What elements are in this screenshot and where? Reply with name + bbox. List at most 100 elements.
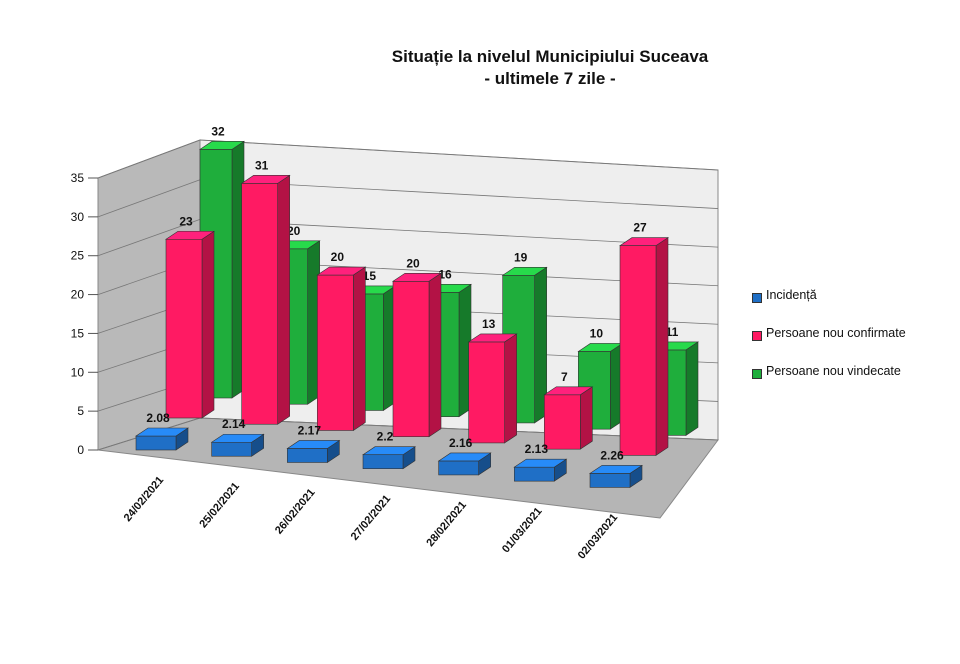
legend-swatch <box>752 293 762 303</box>
bar-confirmate-side <box>655 237 669 456</box>
data-label: 15 <box>363 269 377 283</box>
bar-confirmate-group: 23 <box>165 214 215 419</box>
data-label: 13 <box>482 317 496 331</box>
bar-incidenta-group: 2.08 <box>135 411 189 451</box>
data-label: 2.08 <box>146 411 170 425</box>
bar-incidenta-top <box>135 427 189 437</box>
y-tick-label: 10 <box>71 365 85 379</box>
data-label: 27 <box>633 221 647 235</box>
bar-incidenta-top <box>362 446 416 456</box>
data-label: 20 <box>331 250 345 264</box>
bar-incidenta-group: 2.16 <box>437 436 492 476</box>
bar-incidenta <box>438 460 479 476</box>
x-tick-label: 28/02/2021 <box>424 499 469 549</box>
legend-label: Persoane nou confirmate <box>766 326 906 340</box>
bar-confirmate-side <box>504 333 517 444</box>
x-tick-label: 01/03/2021 <box>500 505 545 555</box>
bar-confirmate-group: 20 <box>392 256 442 438</box>
x-tick-label: 26/02/2021 <box>273 487 318 537</box>
gridline-back <box>199 139 719 171</box>
bar-incidenta <box>362 454 404 469</box>
bar-confirmate-top <box>467 333 518 343</box>
y-tick-label: 25 <box>71 249 85 263</box>
bar-confirmate-top <box>316 266 367 276</box>
bar-confirmate-top <box>240 175 291 184</box>
bar-confirmate-top <box>543 386 594 396</box>
data-label: 20 <box>406 256 420 270</box>
bar-confirmate-group: 13 <box>467 317 518 444</box>
chart-subtitle: - ultimele 7 zile - <box>484 69 616 88</box>
bar-confirmate <box>241 183 278 425</box>
bar-incidenta-group: 2.26 <box>589 448 643 488</box>
bar-incidenta-group: 2.17 <box>286 423 341 464</box>
data-label: 11 <box>666 325 679 339</box>
bar-incidenta-top <box>589 465 643 474</box>
x-tick-label: 02/03/2021 <box>576 512 621 562</box>
bar-confirmate-side <box>201 230 215 419</box>
legend: Incidență Persoane nou confirmate Persoa… <box>752 288 952 402</box>
chart-title: Situație la nivelul Municipiului Suceava <box>391 47 709 66</box>
gridline-side <box>97 179 201 218</box>
y-tick-label: 35 <box>71 171 85 185</box>
bar-incidenta-top <box>210 433 265 443</box>
x-tick-label: 24/02/2021 <box>122 474 167 524</box>
y-tick-label: 15 <box>71 326 85 340</box>
bar-confirmate <box>544 394 581 450</box>
bar-confirmate-top <box>165 230 215 240</box>
data-label: 32 <box>211 124 225 138</box>
bar-incidenta-top <box>513 458 568 468</box>
y-tick-label: 0 <box>77 443 84 457</box>
data-label: 19 <box>514 250 528 264</box>
bar-incidenta-group: 2.13 <box>513 442 568 482</box>
bar-incidenta <box>514 466 555 482</box>
bar-confirmate <box>165 238 203 419</box>
data-label: 10 <box>590 326 604 340</box>
legend-label: Persoane nou vindecate <box>766 364 901 378</box>
bar-confirmate-top <box>392 272 442 282</box>
bar-confirmate-group: 7 <box>543 370 594 450</box>
y-tick-label: 5 <box>77 404 84 418</box>
x-tick-label: 27/02/2021 <box>349 493 394 543</box>
legend-swatch <box>752 369 762 379</box>
bar-confirmate-group: 20 <box>316 250 367 432</box>
data-label: 2.26 <box>600 448 624 462</box>
bar-confirmate-top <box>619 237 669 246</box>
bar-confirmate-side <box>353 266 366 432</box>
x-tick-label: 25/02/2021 <box>197 480 242 530</box>
bar-incidenta-group: 2.2 <box>362 430 416 470</box>
data-label: 2.14 <box>222 417 246 431</box>
y-tick-label: 20 <box>71 288 85 302</box>
data-label: 20 <box>287 224 301 238</box>
data-label: 2.2 <box>377 430 394 444</box>
bar-confirmate-group: 27 <box>619 221 669 456</box>
bar-incidenta-top <box>437 452 492 462</box>
bar-incidenta <box>287 448 328 463</box>
bar-vindecate-top <box>501 266 548 276</box>
bar-incidenta-group: 2.14 <box>210 417 265 457</box>
gridline-side <box>97 139 201 179</box>
bar-confirmate-side <box>277 174 290 425</box>
bar-confirmate <box>468 341 505 444</box>
legend-item-confirmate: Persoane nou confirmate <box>752 326 952 346</box>
bar-incidenta <box>135 435 177 451</box>
legend-swatch <box>752 331 762 341</box>
bar-incidenta <box>211 441 252 457</box>
data-label: 7 <box>561 370 568 384</box>
bar-confirmate-side <box>580 386 593 450</box>
bar-confirmate <box>392 280 430 437</box>
data-label: 2.16 <box>449 436 473 450</box>
data-label: 31 <box>255 158 269 172</box>
bar-incidenta-top <box>286 440 341 449</box>
data-label: 23 <box>179 214 193 228</box>
legend-item-incidenta: Incidență <box>752 288 952 308</box>
bar-confirmate-group: 31 <box>240 158 291 425</box>
bar-vindecate-top <box>199 141 245 150</box>
bar-confirmate-side <box>428 272 442 438</box>
chart-title-block: Situație la nivelul Municipiului Suceava… <box>300 46 800 90</box>
bar-confirmate <box>317 274 354 431</box>
gridline-side <box>97 219 201 257</box>
bar-incidenta <box>589 473 631 488</box>
y-tick-label: 30 <box>71 210 85 224</box>
